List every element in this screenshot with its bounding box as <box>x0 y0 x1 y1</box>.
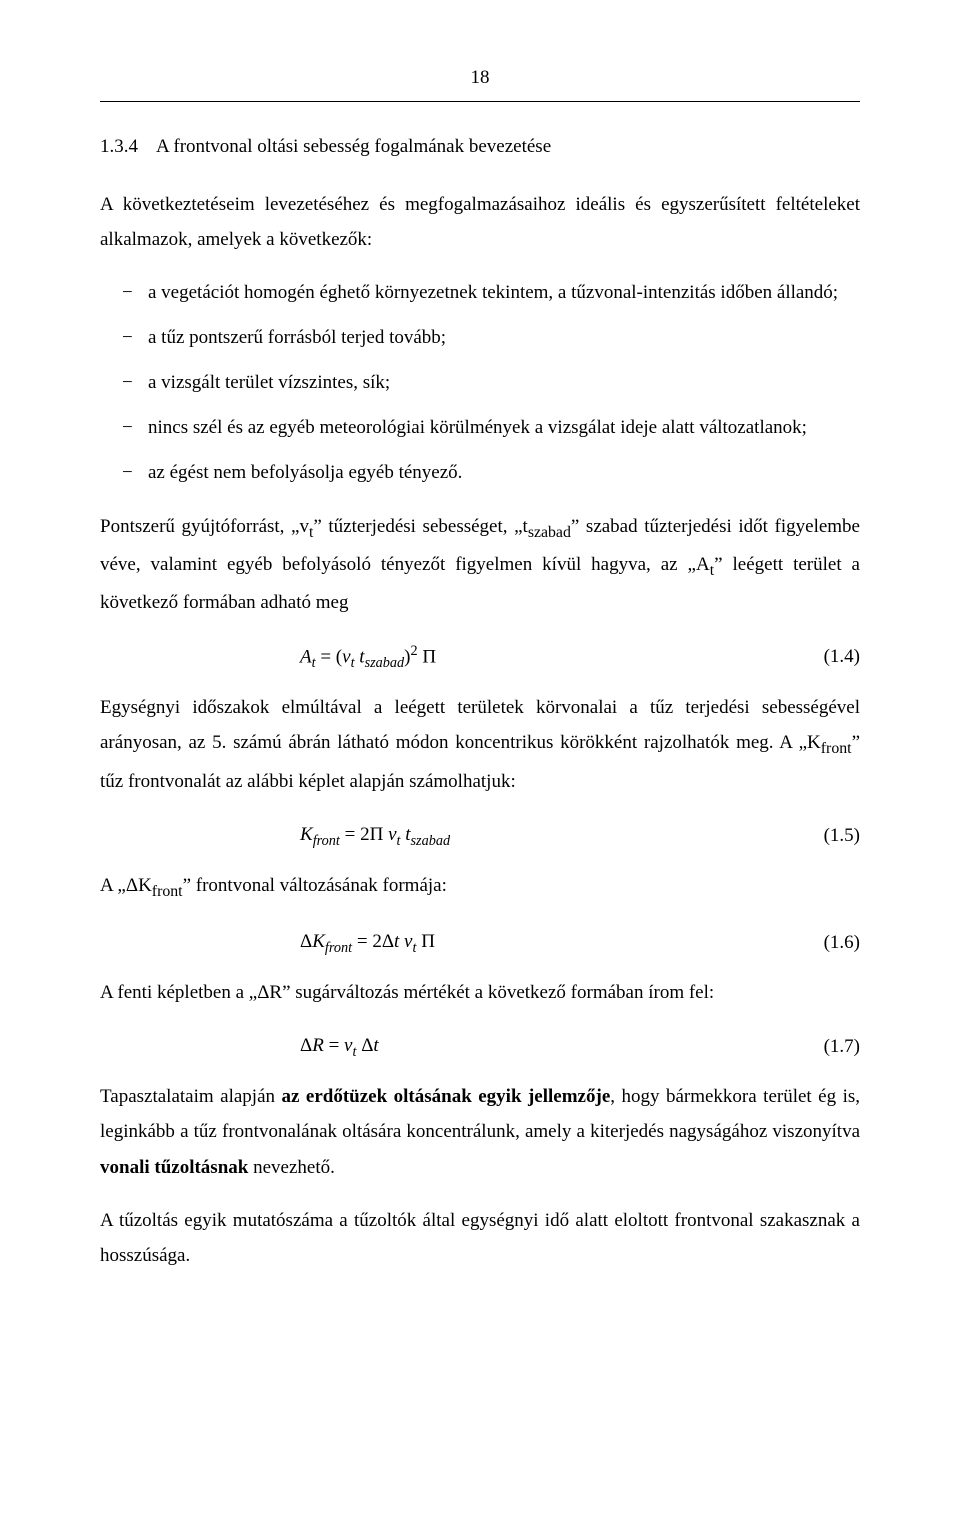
equation-label: (1.5) <box>790 818 860 853</box>
list-item: a vizsgált terület vízszintes, sík; <box>100 365 860 400</box>
text: nevezhető. <box>248 1157 335 1178</box>
equation-label: (1.4) <box>790 639 860 674</box>
section-number: 1.3.4 <box>100 136 138 157</box>
equation-body: Kfront = 2Π vt tszabad <box>300 817 790 854</box>
equation-1-5: Kfront = 2Π vt tszabad (1.5) <box>100 817 860 854</box>
bold-text: vonali tűzoltásnak <box>100 1157 248 1178</box>
text: Tapasztalataim alapján <box>100 1086 281 1107</box>
list-item: nincs szél és az egyéb meteorológiai kör… <box>100 410 860 445</box>
equation-label: (1.7) <box>790 1029 860 1064</box>
equation-1-4: At = (vt tszabad)2 Π (1.4) <box>100 638 860 676</box>
page-number: 18 <box>100 60 860 95</box>
list-item: az égést nem befolyásolja egyéb tényező. <box>100 455 860 490</box>
paragraph-conclusion: Tapasztalataim alapján az erdőtüzek oltá… <box>100 1079 860 1184</box>
bold-text: az erdőtüzek oltásának egyik jellemzője <box>281 1086 610 1107</box>
paragraph: Egységnyi időszakok elmúltával a leégett… <box>100 690 860 798</box>
page: 18 1.3.4 A frontvonal oltási sebesség fo… <box>0 0 960 1371</box>
equation-label: (1.6) <box>790 925 860 960</box>
equation-body: At = (vt tszabad)2 Π <box>300 638 790 676</box>
equation-body: ΔR = vt Δt <box>300 1028 790 1065</box>
equation-1-6: ΔKfront = 2Δt vt Π (1.6) <box>100 924 860 961</box>
list-item: a tűz pontszerű forrásból terjed tovább; <box>100 320 860 355</box>
section-heading: 1.3.4 A frontvonal oltási sebesség fogal… <box>100 132 860 162</box>
list-item: a vegetációt homogén éghető környezetnek… <box>100 275 860 310</box>
paragraph: A „ΔKfront” frontvonal változásának form… <box>100 868 860 906</box>
paragraph: Pontszerű gyújtóforrást, „vt” tűzterjedé… <box>100 509 860 620</box>
paragraph: A fenti képletben a „ΔR” sugárváltozás m… <box>100 975 860 1010</box>
paragraph: A tűzoltás egyik mutatószáma a tűzoltók … <box>100 1203 860 1273</box>
assumptions-list: a vegetációt homogén éghető környezetnek… <box>100 275 860 491</box>
intro-paragraph: A következtetéseim levezetéséhez és megf… <box>100 187 860 257</box>
equation-1-7: ΔR = vt Δt (1.7) <box>100 1028 860 1065</box>
section-title: A frontvonal oltási sebesség fogalmának … <box>156 136 551 157</box>
header-rule <box>100 101 860 102</box>
equation-body: ΔKfront = 2Δt vt Π <box>300 924 790 961</box>
